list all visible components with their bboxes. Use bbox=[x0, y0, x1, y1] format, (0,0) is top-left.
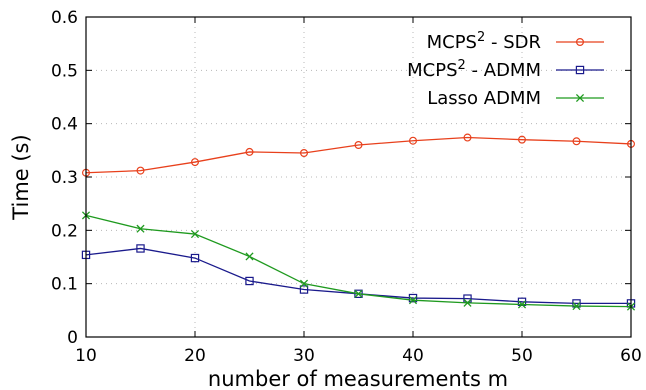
x-tick-label: 10 bbox=[75, 346, 97, 366]
data-point bbox=[463, 133, 472, 142]
data-point bbox=[354, 141, 363, 150]
data-point bbox=[572, 302, 581, 311]
legend-label: MCPS2 - ADMM bbox=[407, 58, 541, 81]
data-point bbox=[409, 136, 418, 145]
axis-ticks: 10 20 30 40 50 60 0 0.1 0.2 0.3 0.4 0.5 0.6 bbox=[51, 8, 642, 366]
legend-swatch-marker bbox=[575, 93, 585, 103]
legend-entry: MCPS2 - ADMM bbox=[407, 58, 604, 81]
data-point bbox=[300, 149, 309, 158]
y-tick-label: 0.2 bbox=[51, 221, 78, 241]
x-tick-label: 20 bbox=[184, 346, 206, 366]
data-point bbox=[245, 147, 254, 156]
y-axis-title: Time (s) bbox=[9, 134, 33, 220]
data-point bbox=[517, 300, 527, 309]
data-point bbox=[136, 244, 145, 253]
x-tick-label: 60 bbox=[620, 346, 642, 366]
x-tick-label: 30 bbox=[293, 346, 315, 366]
data-point bbox=[245, 276, 254, 286]
y-tick-label: 0.4 bbox=[51, 115, 78, 135]
series-3 bbox=[81, 211, 636, 311]
data-point bbox=[354, 289, 363, 298]
data-point bbox=[299, 285, 309, 294]
y-tick-label: 0.3 bbox=[51, 168, 78, 188]
data-point bbox=[191, 158, 200, 167]
y-tick-label: 0.1 bbox=[51, 275, 78, 295]
grid-lines bbox=[86, 17, 631, 337]
x-tick-label: 50 bbox=[511, 346, 533, 366]
x-tick-label: 40 bbox=[402, 346, 424, 366]
legend-entry: Lasso ADMM bbox=[427, 88, 604, 109]
data-point bbox=[572, 137, 581, 146]
legend-swatch-marker bbox=[575, 65, 585, 75]
data-point bbox=[408, 293, 418, 303]
legend-label: Lasso ADMM bbox=[427, 88, 541, 109]
data-point bbox=[517, 135, 526, 144]
data-point bbox=[136, 166, 145, 175]
data-point bbox=[245, 252, 254, 261]
data-point bbox=[136, 224, 145, 233]
data-point bbox=[190, 230, 200, 239]
y-tick-label: 0.6 bbox=[51, 8, 78, 28]
series-line bbox=[85, 247, 631, 305]
legend-label: MCPS2 - SDR bbox=[427, 30, 541, 53]
data-point bbox=[299, 279, 309, 288]
legend-entry: MCPS2 - SDR bbox=[427, 30, 604, 53]
series-line bbox=[85, 136, 632, 174]
data-point bbox=[190, 253, 200, 263]
plot-frame bbox=[85, 16, 632, 338]
data-point bbox=[572, 299, 581, 308]
series-2 bbox=[81, 244, 636, 308]
data-point bbox=[408, 296, 418, 305]
y-tick-label: 0.5 bbox=[51, 61, 78, 81]
x-axis-title: number of measurements m bbox=[208, 367, 508, 390]
data-point bbox=[517, 297, 527, 307]
series-1 bbox=[81, 133, 635, 177]
data-point bbox=[463, 298, 472, 307]
y-tick-label: 0 bbox=[67, 328, 78, 348]
series-group bbox=[81, 133, 636, 311]
legend: MCPS2 - SDR MCPS2 - ADMM Lasso ADMM bbox=[407, 30, 604, 109]
legend-swatch-marker bbox=[575, 37, 584, 46]
